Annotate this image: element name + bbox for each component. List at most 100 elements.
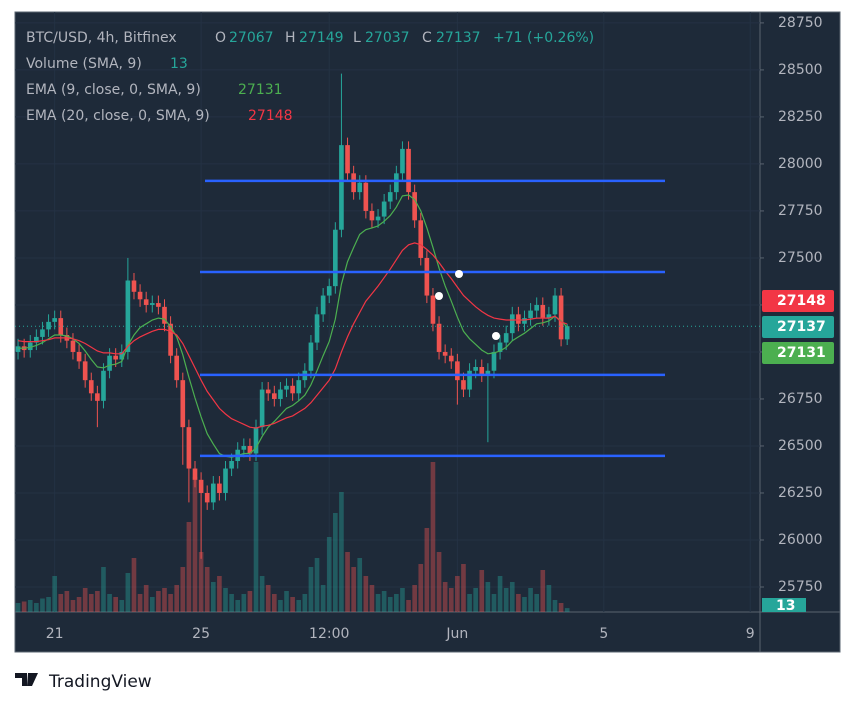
candle-body [229,461,234,469]
volume-bar [125,573,131,612]
candle-body [58,318,64,336]
volume-bar [534,594,540,612]
volume-bar [101,567,106,612]
volume-tag [762,598,806,612]
candle-body [546,314,552,319]
y-tick-label: 26250 [778,485,823,501]
candle-body [333,229,338,287]
volume-bar [27,600,33,612]
volume-bar [174,585,180,612]
volume-bar [107,594,112,612]
candle-body [461,380,466,390]
volume-bar [326,537,332,612]
candle-body [308,342,314,371]
candle-body [168,323,173,356]
volume-bar [284,591,289,612]
x-tick-label: 25 [192,626,210,642]
volume-bar [58,594,64,612]
volume-bar [418,564,424,612]
volume-bar [15,603,21,612]
candle-body [131,280,137,292]
volume-bar [497,576,503,612]
y-tick-label: 26750 [778,391,823,407]
volume-bar [394,594,399,612]
candle-body [491,351,497,371]
legend-key: O [215,30,226,46]
legend-value: 27137 [436,30,481,46]
candle-body [448,355,454,362]
volume-bar [52,576,57,612]
candle-body [95,393,100,401]
y-tick-label: 28250 [778,109,823,125]
candle-body [375,216,381,221]
legend-key: H [285,30,296,46]
price-tag-label: 27137 [777,319,826,335]
candle-body [143,299,149,305]
overlay: 2575026000262502650026750270002725027500… [46,15,834,642]
drawing-point [455,270,463,278]
volume-bar [186,522,192,612]
candle-body [455,361,460,381]
volume-bar [467,594,472,612]
volume-bar [95,591,100,612]
volume-bar [40,598,45,612]
candle-body [210,483,216,503]
legend-key: C [422,30,432,46]
volume-bar [491,594,497,612]
candle-body [247,445,253,454]
candle-body [442,351,448,356]
candle-body [40,329,45,337]
volume-bar [351,567,356,612]
volume-bar [229,594,234,612]
y-tick-label: 28750 [778,15,823,31]
candle-body [473,366,478,371]
candle-body [467,370,472,390]
candle-body [394,173,399,193]
legend-key: L [353,30,361,46]
volume-bar [406,600,411,612]
candle-body [357,182,363,193]
volume-bar [82,588,88,612]
y-tick-label: 26000 [778,532,823,548]
y-tick-label: 28500 [778,62,823,78]
volume-bar [314,558,320,612]
candle-body [479,366,485,375]
volume-bar [436,552,442,612]
volume-bar [210,582,216,612]
ema-line [18,242,568,429]
volume-bar [540,570,546,612]
volume-bar [278,600,283,612]
volume-bar [113,597,118,612]
volume-bar [339,492,344,612]
price-tag [762,316,834,338]
candle-body [485,370,491,375]
candle-body [88,380,94,394]
volume-bar [522,597,527,612]
candle-body [290,385,295,394]
volume-bar [253,462,259,612]
chart-background [14,11,841,653]
volume-bar [320,585,326,612]
candle-body [70,340,76,352]
candle-body [76,351,82,362]
legend-value: 27037 [365,30,410,46]
volume-bar [76,597,82,612]
candle-body [314,314,320,343]
candle-body [400,148,405,174]
candle-body [27,342,33,351]
candle-body [430,295,436,324]
volume-bar [290,597,295,612]
volume-bar [247,591,253,612]
candle-body [198,479,204,493]
candle-body [436,323,442,352]
volume-bar [271,594,277,612]
price-tag [762,342,834,364]
candle-body [180,380,186,428]
volume-bar [180,567,186,612]
volume-bar [168,594,173,612]
candle-body [46,321,51,330]
candle-body [552,295,558,315]
volume-bar [485,582,491,612]
legend-value: 27148 [248,108,293,124]
